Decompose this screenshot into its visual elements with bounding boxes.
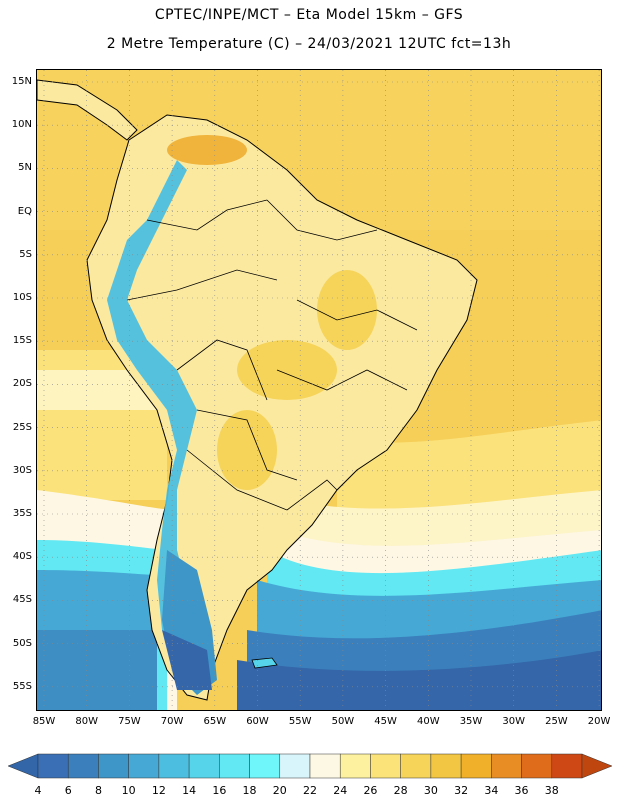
colorbar-label: 8 [94,784,102,797]
bahia-warm [317,270,377,350]
lat-label-25s: 25S [12,421,32,433]
lon-label-25w: 25W [545,716,568,727]
falkland-islands [251,657,278,669]
lat-label-50s: 50S [12,637,32,649]
colorbar-label: 22 [303,784,317,797]
south-america-land [86,114,478,701]
temperature-map [36,69,602,711]
map-title-line-2: 2 Metre Temperature (C) – 24/03/2021 12U… [106,36,512,52]
temperature-colorbar [8,753,612,779]
lon-label-70w: 70W [160,716,184,727]
lat-label-15n: 15N [11,76,32,87]
border-bolivia [176,339,268,401]
colorbar-segment [370,753,401,779]
lon-label-85w: 85W [32,716,56,727]
lat-label-20s: 20S [12,378,32,390]
lat-lon-grid [37,70,601,710]
colorbar-label: 30 [423,784,438,797]
colorbar-segment [219,753,250,779]
atlantic-pale-band [287,490,601,548]
lat-label-40s: 40S [12,551,32,563]
lon-label-35w: 35W [459,716,483,727]
colorbar-segment [279,753,311,779]
border-brazil-states-2 [276,369,408,391]
border-peru [126,269,278,301]
border-argentina [186,449,288,511]
colorbar-label: 34 [484,784,499,797]
lat-label-5s: 5S [19,248,32,260]
lat-label-15s: 15S [12,335,32,347]
colorbar-segment [249,753,281,779]
colorbar-label: 26 [363,784,378,797]
colorbar-label: 14 [182,784,197,797]
pacific-pale-band [37,370,157,410]
colorbar-segment [98,753,129,779]
lon-label-50w: 50W [331,716,355,727]
lon-label-20w: 20W [587,716,611,727]
colorbar-label: 36 [514,784,529,797]
colorbar-label: 38 [544,784,559,797]
lat-label-5n: 5N [18,162,32,174]
colorbar-label: 20 [272,784,287,797]
colorbar-label: 32 [454,784,469,797]
colorbar-label: 18 [242,784,257,797]
colorbar-label: 10 [121,784,136,797]
colorbar-label: 6 [64,784,72,797]
lon-label-65w: 65W [203,716,227,727]
lat-label-45s: 45S [12,594,32,606]
central-brazil-warm [237,340,337,400]
map-title-line-1: CPTEC/INPE/MCT – Eta Model 15km – GFS [154,7,464,23]
lat-label-30s: 30S [12,464,32,476]
colorbar-segment [521,753,553,779]
temperature-map-canvas [37,70,601,710]
colorbar-segment [128,753,160,779]
lon-label-45w: 45W [374,716,397,727]
colorbar-segment [309,753,341,779]
colorbar-segment [67,753,99,779]
atlantic-deep-blue [237,650,601,710]
southern-tip-cold [162,630,212,690]
lon-label-60w: 60W [246,716,269,727]
colorbar-high-cap [581,753,612,779]
colorbar-segment [400,753,432,779]
lon-label-40w: 40W [416,716,440,727]
lon-label-80w: 80W [75,716,98,727]
lon-label-30w: 30W [502,716,525,727]
colorbar-segment [158,753,190,779]
lon-label-75w: 75W [118,716,141,727]
border-brazil-states-1 [296,299,418,331]
colorbar-label: 4 [34,784,42,797]
colorbar-segment [37,753,69,779]
lat-label-eq: EQ [17,205,32,217]
colorbar-segment [491,753,522,779]
border-guianas [266,199,378,241]
pacific-deep-blue [37,630,157,710]
colorbar-segment [551,753,583,779]
venezuela-warm-patch [167,135,247,165]
lat-label-35s: 35S [12,508,32,519]
paraguay-warm [217,410,277,490]
colorbar-label: 12 [151,784,166,797]
lat-label-10n: 10N [11,119,32,131]
andes-cold-ridge [107,160,212,690]
colorbar-label: 24 [333,784,348,797]
colorbar-segment [430,753,462,779]
lat-label-55s: 55S [12,680,32,692]
colorbar-label: 28 [393,784,408,797]
border-paraguay [196,409,298,481]
colorbar-segment [460,753,492,779]
colorbar-segment [339,753,371,779]
lon-label-55w: 55W [288,716,312,727]
lat-label-10s: 10S [12,292,32,303]
colorbar-label: 16 [212,784,227,797]
colorbar-segment [188,753,220,779]
atlantic-mild-band [337,420,601,510]
colorbar-low-cap [8,753,39,779]
